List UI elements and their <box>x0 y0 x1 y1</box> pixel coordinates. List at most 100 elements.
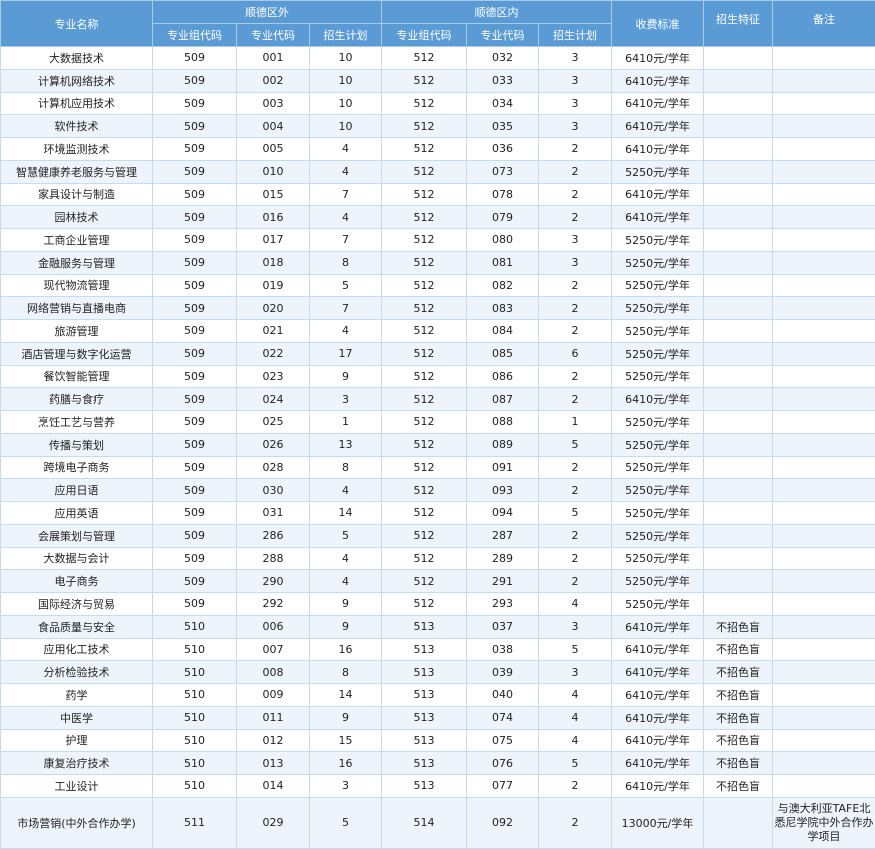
cell-major-code-inside: 034 <box>467 92 539 115</box>
cell-remark <box>773 274 875 297</box>
cell-feature <box>704 69 773 92</box>
cell-plan-inside: 2 <box>539 297 612 320</box>
cell-major-name: 大数据技术 <box>1 47 153 70</box>
cell-major-code-outside: 007 <box>237 638 310 661</box>
cell-fee: 5250元/学年 <box>612 433 704 456</box>
cell-fee: 5250元/学年 <box>612 320 704 343</box>
cell-group-code-inside: 512 <box>382 365 467 388</box>
cell-group-code-outside: 509 <box>153 365 237 388</box>
cell-major-name: 会展策划与管理 <box>1 524 153 547</box>
cell-major-code-outside: 021 <box>237 320 310 343</box>
cell-group-code-inside: 513 <box>382 729 467 752</box>
cell-plan-outside: 5 <box>310 524 382 547</box>
cell-plan-inside: 3 <box>539 115 612 138</box>
cell-fee: 5250元/学年 <box>612 160 704 183</box>
cell-major-code-outside: 018 <box>237 251 310 274</box>
cell-fee: 5250元/学年 <box>612 456 704 479</box>
cell-feature <box>704 160 773 183</box>
cell-group-code-inside: 512 <box>382 138 467 161</box>
cell-feature <box>704 547 773 570</box>
cell-major-name: 环境监测技术 <box>1 138 153 161</box>
cell-feature: 不招色盲 <box>704 706 773 729</box>
cell-remark <box>773 547 875 570</box>
cell-plan-inside: 2 <box>539 388 612 411</box>
cell-feature <box>704 524 773 547</box>
cell-group-code-inside: 512 <box>382 160 467 183</box>
cell-feature <box>704 274 773 297</box>
cell-group-code-outside: 509 <box>153 547 237 570</box>
cell-plan-outside: 10 <box>310 47 382 70</box>
cell-major-code-inside: 080 <box>467 229 539 252</box>
cell-major-name: 国际经济与贸易 <box>1 593 153 616</box>
cell-major-name: 康复治疗技术 <box>1 752 153 775</box>
cell-group-code-inside: 512 <box>382 456 467 479</box>
cell-remark <box>773 69 875 92</box>
cell-feature: 不招色盲 <box>704 775 773 798</box>
cell-group-code-inside: 513 <box>382 615 467 638</box>
cell-major-code-inside: 037 <box>467 615 539 638</box>
cell-major-code-outside: 014 <box>237 775 310 798</box>
cell-group-code-inside: 512 <box>382 92 467 115</box>
header-major-code-outside: 专业代码 <box>237 24 310 47</box>
cell-feature <box>704 115 773 138</box>
cell-plan-outside: 10 <box>310 92 382 115</box>
header-major-code-inside: 专业代码 <box>467 24 539 47</box>
cell-remark <box>773 206 875 229</box>
cell-fee: 6410元/学年 <box>612 115 704 138</box>
cell-feature <box>704 251 773 274</box>
cell-fee: 6410元/学年 <box>612 183 704 206</box>
cell-feature <box>704 320 773 343</box>
header-remark: 备注 <box>773 1 875 47</box>
cell-group-code-inside: 512 <box>382 502 467 525</box>
cell-remark <box>773 706 875 729</box>
cell-remark <box>773 251 875 274</box>
cell-remark <box>773 433 875 456</box>
cell-group-code-inside: 512 <box>382 183 467 206</box>
cell-major-code-inside: 287 <box>467 524 539 547</box>
cell-feature <box>704 593 773 616</box>
cell-group-code-inside: 513 <box>382 638 467 661</box>
cell-major-name: 烹饪工艺与营养 <box>1 411 153 434</box>
cell-plan-outside: 9 <box>310 593 382 616</box>
cell-major-name: 计算机应用技术 <box>1 92 153 115</box>
cell-major-name: 市场营销(中外合作办学) <box>1 797 153 848</box>
cell-major-code-outside: 286 <box>237 524 310 547</box>
cell-group-code-outside: 510 <box>153 638 237 661</box>
cell-plan-inside: 3 <box>539 92 612 115</box>
cell-group-code-outside: 509 <box>153 274 237 297</box>
cell-major-code-inside: 093 <box>467 479 539 502</box>
cell-group-code-outside: 509 <box>153 138 237 161</box>
cell-plan-inside: 2 <box>539 183 612 206</box>
cell-group-code-inside: 512 <box>382 411 467 434</box>
cell-feature <box>704 365 773 388</box>
cell-group-code-outside: 509 <box>153 524 237 547</box>
cell-group-code-outside: 509 <box>153 320 237 343</box>
cell-group-code-outside: 510 <box>153 729 237 752</box>
cell-major-code-outside: 028 <box>237 456 310 479</box>
cell-major-code-outside: 015 <box>237 183 310 206</box>
cell-group-code-outside: 509 <box>153 115 237 138</box>
cell-group-code-outside: 509 <box>153 570 237 593</box>
cell-group-code-inside: 512 <box>382 388 467 411</box>
cell-major-name: 电子商务 <box>1 570 153 593</box>
cell-remark <box>773 160 875 183</box>
cell-fee: 5250元/学年 <box>612 365 704 388</box>
cell-group-code-inside: 512 <box>382 206 467 229</box>
cell-group-code-inside: 512 <box>382 251 467 274</box>
cell-plan-outside: 14 <box>310 684 382 707</box>
cell-fee: 6410元/学年 <box>612 47 704 70</box>
cell-group-code-outside: 509 <box>153 342 237 365</box>
cell-group-code-outside: 509 <box>153 69 237 92</box>
cell-plan-inside: 5 <box>539 502 612 525</box>
cell-major-code-inside: 078 <box>467 183 539 206</box>
cell-group-code-inside: 513 <box>382 775 467 798</box>
